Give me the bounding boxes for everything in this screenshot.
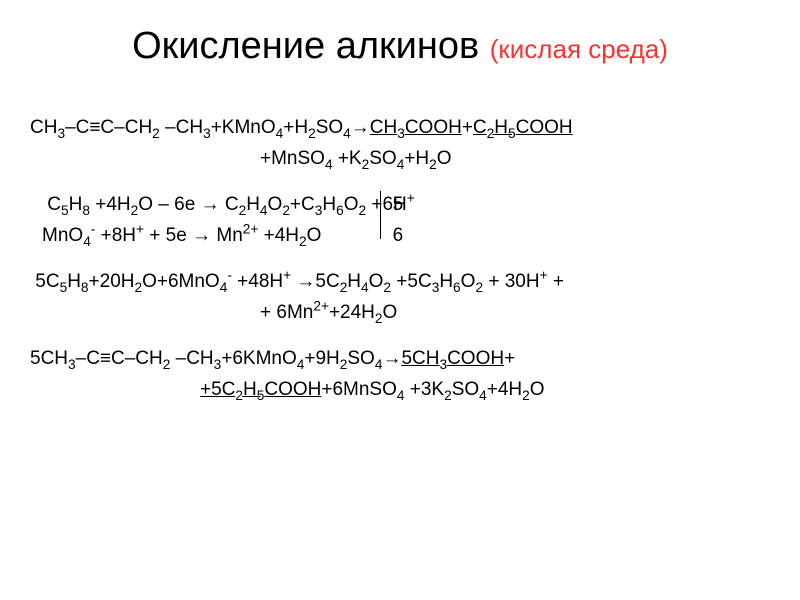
equation-line-1: CH3–C≡C–CH2 –CH3+KMnO4+H2SO4→CH3COOH+C2H… xyxy=(30,114,770,143)
ionic-equation-line-2: + 6Mn2++24H2O xyxy=(30,299,770,328)
slide-title: Окисление алкинов (кислая среда) xyxy=(30,25,770,68)
vertical-rule xyxy=(380,191,381,239)
half-reactions-block: C5H8 +4H2O – 6e → C2H4O2+C3H6O2 +6H+ 5 M… xyxy=(30,189,409,252)
equation-line-2: +MnSO4 +K2SO4+H2O xyxy=(30,145,770,174)
title-main: Окисление алкинов xyxy=(132,25,479,67)
ionic-equation-line-1: 5C5H8+20H2O+6MnO4- +48H+ →5C2H4O2 +5C3H6… xyxy=(30,268,770,297)
final-equation-line-1: 5CH3–C≡C–CH2 –CH3+6KMnO4+9H2SO4→5CH3COOH… xyxy=(30,345,770,374)
half-reaction-2: MnO4- +8H+ + 5e → Mn2+ +4H2O 6 xyxy=(30,222,409,251)
title-accent: (кислая среда) xyxy=(490,34,668,64)
half-reaction-1: C5H8 +4H2O – 6e → C2H4O2+C3H6O2 +6H+ 5 xyxy=(30,191,409,220)
final-equation-line-2: +5C2H5COOH+6MnSO4 +3K2SO4+4H2O xyxy=(30,376,770,405)
